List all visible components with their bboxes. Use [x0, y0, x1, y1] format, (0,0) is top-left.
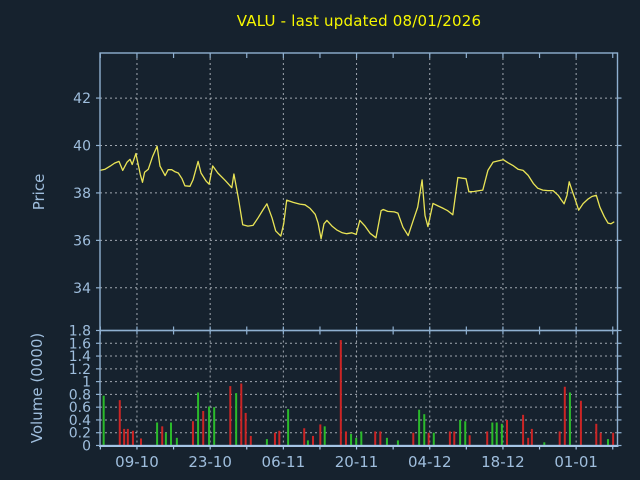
volume-bar — [606, 439, 609, 446]
volume-bar — [500, 423, 503, 446]
volume-ytick-label: 1.2 — [69, 362, 91, 378]
chart-title: VALU - last updated 08/01/2026 — [236, 12, 482, 30]
volume-bar — [265, 439, 268, 446]
volume-bar — [161, 426, 164, 446]
price-line — [99, 145, 615, 240]
volume-bar — [396, 440, 399, 446]
volume-bar — [379, 431, 382, 446]
volume-bar — [123, 428, 126, 446]
price-ytick-label: 42 — [73, 91, 91, 107]
volume-bar — [423, 414, 426, 446]
x-tick-label: 09-10 — [115, 453, 159, 471]
volume-bar — [579, 400, 582, 446]
price-ytick-label: 38 — [73, 186, 91, 202]
volume-plot-border — [99, 329, 619, 447]
volume-bar — [468, 435, 471, 446]
volume-bar — [385, 437, 388, 446]
volume-bar — [360, 431, 363, 446]
volume-bar — [612, 432, 615, 446]
price-ytick-label: 36 — [73, 233, 91, 249]
volume-ytick-label: 0.2 — [69, 426, 91, 442]
volume-bar — [312, 435, 315, 446]
volume-bar — [306, 440, 309, 446]
volume-bar — [418, 409, 421, 446]
volume-bar — [244, 412, 247, 446]
volume-bar — [164, 432, 167, 446]
volume-bar — [412, 432, 415, 446]
volume-bar — [505, 419, 508, 446]
volume-ytick-label: 1.4 — [69, 349, 91, 365]
volume-bar — [522, 414, 525, 446]
volume-bar — [202, 411, 205, 446]
volume-bar — [459, 419, 462, 446]
volume-bar — [339, 340, 342, 446]
volume-bar — [568, 392, 571, 446]
x-tick-label: 04-12 — [408, 453, 452, 471]
volume-bar — [530, 428, 533, 446]
volume-bar — [139, 438, 142, 446]
volume-bar — [495, 422, 498, 446]
volume-bar — [427, 432, 430, 446]
price-ytick-label: 40 — [73, 139, 91, 155]
volume-bar — [175, 437, 178, 446]
volume-bar — [464, 421, 467, 446]
volume-bar — [156, 422, 159, 446]
price-plot-border — [99, 52, 619, 332]
volume-bar — [278, 430, 281, 446]
volume-bar — [118, 400, 121, 446]
x-tick-label: 01-01 — [554, 453, 598, 471]
volume-bar — [240, 383, 243, 446]
volume-bar — [191, 421, 194, 446]
volume-bar — [527, 437, 530, 446]
volume-bar — [491, 422, 494, 446]
volume-bar — [170, 422, 173, 446]
volume-bar — [323, 426, 326, 446]
volume-ytick-label: 0 — [82, 439, 91, 455]
volume-ytick-label: 1.8 — [69, 324, 91, 340]
volume-bar — [344, 431, 347, 446]
volume-bar — [355, 437, 358, 446]
volume-bar — [208, 406, 211, 446]
volume-bar — [213, 407, 216, 446]
volume-bar — [432, 432, 435, 446]
volume-bar — [229, 386, 232, 446]
volume-bar — [126, 428, 129, 446]
volume-bar — [131, 430, 134, 446]
x-tick-label: 06-11 — [262, 453, 306, 471]
volume-bar — [319, 424, 322, 446]
x-tick-label: 18-12 — [481, 453, 525, 471]
volume-bar — [197, 392, 200, 446]
volume-bar — [558, 431, 561, 446]
volume-bar — [486, 431, 489, 446]
volume-bar — [374, 431, 377, 446]
volume-bar — [448, 431, 451, 446]
volume-ytick-label: 0.8 — [69, 387, 91, 403]
volume-ytick-label: 1 — [82, 375, 91, 391]
volume-bar — [249, 435, 252, 446]
volume-bar — [287, 409, 290, 446]
volume-bar — [453, 431, 456, 446]
volume-bar — [543, 442, 546, 446]
volume-bar — [102, 395, 105, 446]
volume-bar — [273, 432, 276, 446]
x-tick-label: 20-11 — [335, 453, 379, 471]
volume-ytick-label: 0.4 — [69, 413, 91, 429]
volume-bar — [599, 432, 602, 446]
x-tick-label: 23-10 — [188, 453, 232, 471]
volume-bar — [350, 434, 353, 446]
volume-ytick-label: 1.6 — [69, 336, 91, 352]
volume-ytick-label: 0.6 — [69, 400, 91, 416]
volume-bar — [563, 386, 566, 446]
volume-bar — [235, 393, 238, 446]
volume-bar — [303, 428, 306, 446]
price-ytick-label: 34 — [73, 281, 91, 297]
volume-bar — [595, 423, 598, 446]
